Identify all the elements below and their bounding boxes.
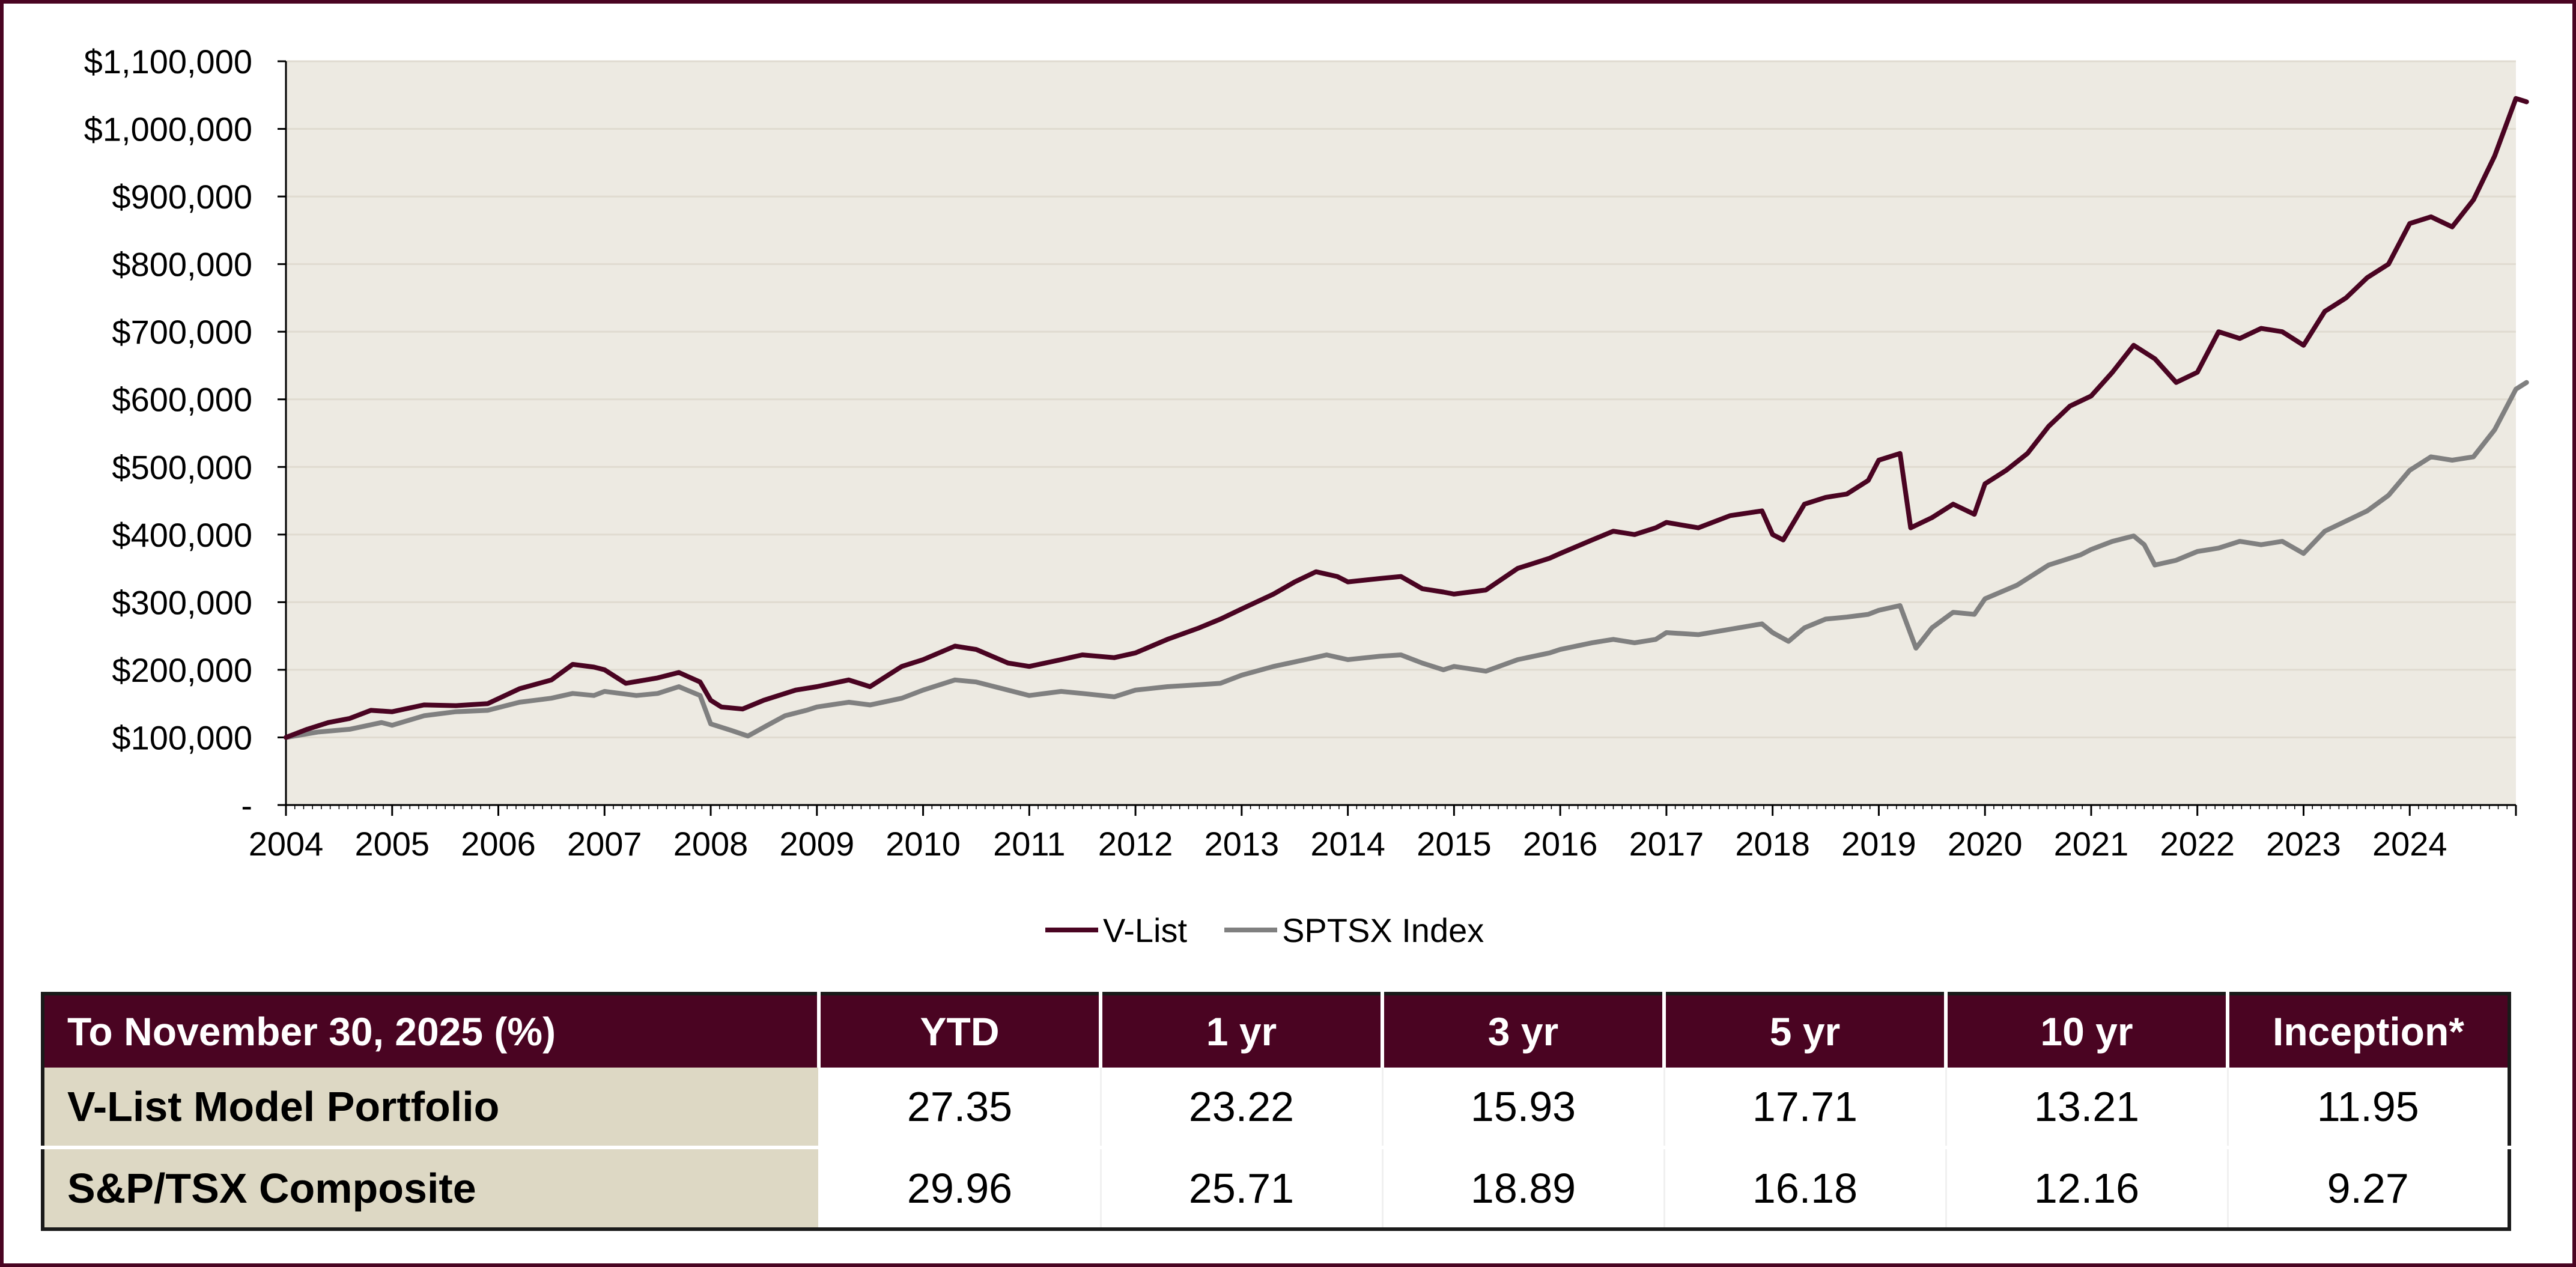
- x-tick-label: 2020: [1948, 825, 2023, 863]
- x-tick-label: 2005: [354, 825, 430, 863]
- x-tick-label: 2016: [1523, 825, 1598, 863]
- table-cell: 18.89: [1382, 1146, 1665, 1229]
- table-cell: 25.71: [1101, 1146, 1384, 1229]
- table-row: V-List Model Portfolio 27.35 23.22 15.93…: [43, 1068, 2511, 1147]
- y-tick-label: $1,000,000: [84, 111, 252, 148]
- x-tick-label: 2012: [1098, 825, 1173, 863]
- series-line-v-list: [284, 96, 2529, 740]
- x-tick-label: 2024: [2372, 825, 2447, 863]
- x-tick-label: 2014: [1310, 825, 1385, 863]
- legend: V-List SPTSX Index: [1045, 906, 1484, 954]
- x-tick-label: 2021: [2054, 825, 2129, 863]
- y-tick-label: $700,000: [112, 313, 252, 351]
- x-axis: 2004 2005 2006 2007 2008 2009 2010 2011 2012 2013…: [249, 804, 2517, 863]
- x-tick-label: 2008: [673, 825, 749, 863]
- y-tick-label: $500,000: [112, 448, 252, 486]
- x-tick-label: 2018: [1735, 825, 1810, 863]
- x-tick-label: 2006: [461, 825, 536, 863]
- legend-label-vlist: V-List: [1103, 911, 1188, 949]
- table-header-row: To November 30, 2025 (%) YTD 1 yr 3 yr 5…: [43, 994, 2509, 1068]
- x-tick-label: 2023: [2266, 825, 2341, 863]
- x-tick-label: 2004: [249, 825, 324, 863]
- line-chart: - $100,000 $200,000 $300,000 $400,000 $500,00…: [84, 43, 2529, 863]
- header-inception: Inception*: [2228, 994, 2509, 1068]
- series-lines: [284, 96, 2529, 740]
- table-cell: 15.93: [1382, 1068, 1665, 1147]
- table-cell: 17.71: [1664, 1068, 1947, 1147]
- y-tick-label: $100,000: [112, 719, 252, 756]
- table-cell: 12.16: [1946, 1146, 2229, 1229]
- row-label: V-List Model Portfolio: [43, 1068, 820, 1147]
- table-cell: 11.95: [2228, 1068, 2511, 1147]
- legend-item-vlist: V-List: [1045, 911, 1187, 950]
- x-tick-label: 2015: [1417, 825, 1492, 863]
- table-cell: 27.35: [819, 1068, 1102, 1147]
- table-cell: 9.27: [2228, 1146, 2511, 1229]
- y-tick-label: -: [241, 786, 252, 824]
- table-cell: 16.18: [1664, 1146, 1947, 1229]
- y-tick-label: $300,000: [112, 583, 252, 621]
- x-tick-label: 2017: [1629, 825, 1704, 863]
- y-tick-label: $200,000: [112, 651, 252, 689]
- table-cell: 13.21: [1946, 1068, 2229, 1147]
- header-1yr: 1 yr: [1101, 994, 1384, 1068]
- x-tick-label: 2011: [993, 825, 1065, 863]
- header-10yr: 10 yr: [1946, 994, 2229, 1068]
- performance-table: To November 30, 2025 (%) YTD 1 yr 3 yr 5…: [41, 992, 2511, 1231]
- table-cell: 29.96: [819, 1146, 1102, 1229]
- plot-area: [286, 61, 2516, 805]
- y-axis: - $100,000 $200,000 $300,000 $400,000 $500,00…: [84, 43, 287, 824]
- y-tick-label: $900,000: [112, 178, 252, 216]
- header-ytd: YTD: [819, 994, 1102, 1068]
- x-tick-label: 2007: [567, 825, 642, 863]
- legend-label-sptsx: SPTSX Index: [1282, 911, 1484, 949]
- x-tick-label: 2019: [1841, 825, 1916, 863]
- header-3yr: 3 yr: [1382, 994, 1666, 1068]
- x-tick-label: 2010: [886, 825, 961, 863]
- header-period: To November 30, 2025 (%): [43, 994, 821, 1068]
- table-row: S&P/TSX Composite 29.96 25.71 18.89 16.1…: [43, 1146, 2511, 1229]
- y-tick-label: $400,000: [112, 516, 252, 554]
- gridlines: [286, 60, 2516, 738]
- legend-swatch-sptsx: [1224, 928, 1278, 932]
- y-tick-label: $1,100,000: [84, 43, 252, 81]
- x-tick-label: 2022: [2160, 825, 2235, 863]
- series-line-sptsx-index: [284, 380, 2529, 740]
- y-tick-label: $800,000: [112, 246, 252, 284]
- legend-item-sptsx: SPTSX Index: [1224, 911, 1484, 950]
- table-cell: 23.22: [1101, 1068, 1384, 1147]
- header-5yr: 5 yr: [1664, 994, 1948, 1068]
- y-tick-label: $600,000: [112, 381, 252, 419]
- x-tick-label: 2013: [1204, 825, 1280, 863]
- row-label: S&P/TSX Composite: [43, 1146, 820, 1229]
- x-tick-label: 2009: [780, 825, 855, 863]
- legend-swatch-vlist: [1045, 928, 1098, 932]
